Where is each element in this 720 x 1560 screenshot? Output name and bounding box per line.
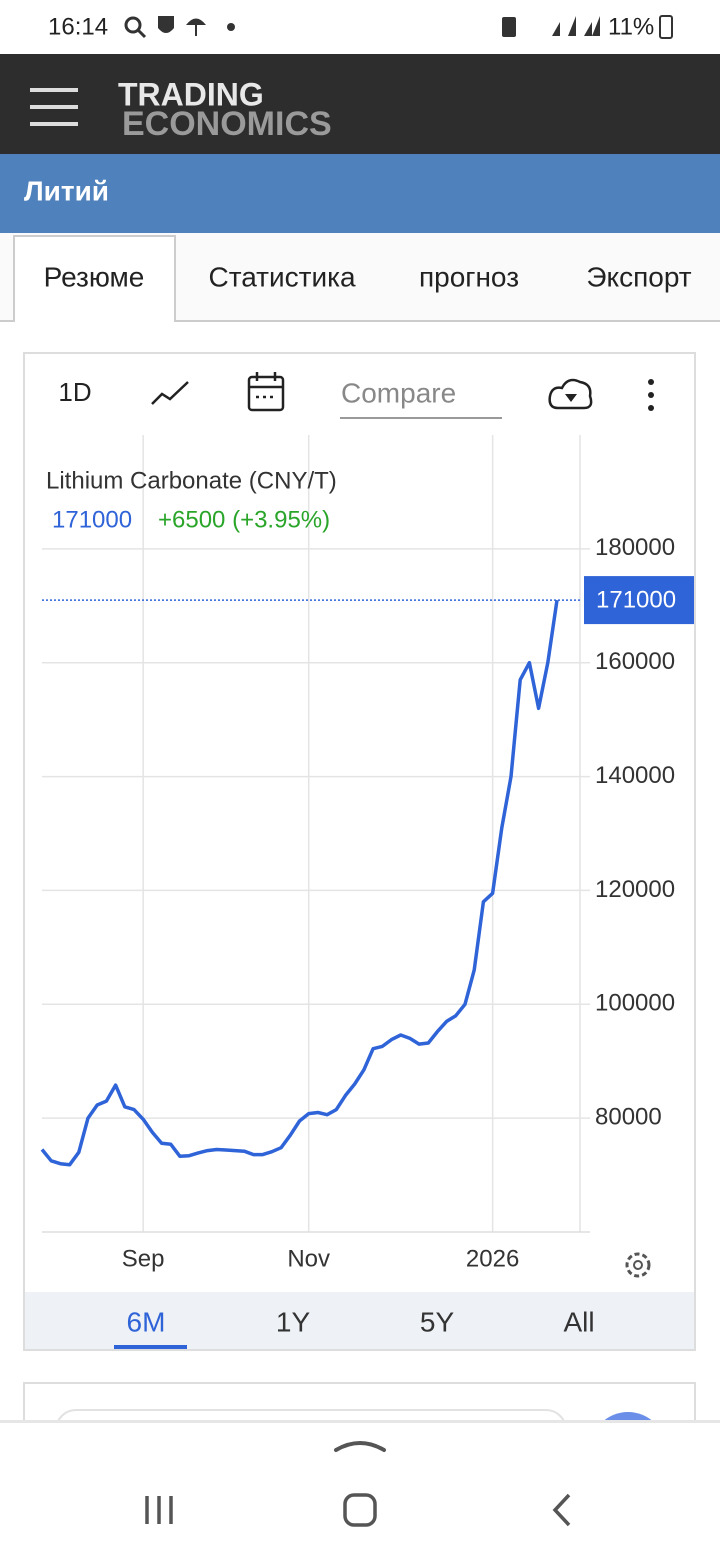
y-tick-label: 120000: [595, 876, 675, 903]
interval-button[interactable]: 1D: [58, 377, 91, 407]
last-price-tag: [584, 576, 694, 625]
last-price-label: 171000: [596, 586, 676, 613]
x-tick-label: 2026: [466, 1245, 519, 1272]
recent-apps-button[interactable]: [145, 1496, 173, 1524]
range-bar: [25, 1292, 694, 1349]
price-line: [40, 599, 559, 1167]
nav-shadow: [0, 1420, 720, 1424]
status-icons: [124, 15, 673, 39]
title-bar: [0, 154, 720, 233]
last-price: 171000: [52, 506, 132, 533]
compare-input[interactable]: Compare: [341, 377, 456, 408]
range-button[interactable]: All: [563, 1306, 594, 1337]
range-button[interactable]: 1Y: [276, 1306, 311, 1337]
plot-area: Sep Nov 2026 80000 100000 120000 140000 160000 1…: [40, 435, 694, 1272]
x-tick-label: Sep: [122, 1245, 165, 1272]
price-change: +6500 (+3.95%): [158, 506, 330, 533]
clock: 16:14: [48, 13, 108, 40]
tab[interactable]: Статистика: [208, 261, 355, 292]
nav-bar: [0, 1423, 720, 1560]
chart-title: Lithium Carbonate (CNY/T): [46, 467, 337, 494]
app-header: [0, 54, 720, 154]
chart-card: [23, 352, 696, 1351]
menu-button[interactable]: [30, 88, 78, 126]
calendar-button[interactable]: [247, 372, 285, 412]
settings-button[interactable]: [625, 1252, 651, 1278]
range-selected-indicator: [114, 1345, 187, 1349]
range-buttons: 6M 1Y 5Y All: [114, 1306, 595, 1349]
x-tick-label: Nov: [287, 1245, 330, 1272]
expand-handle[interactable]: [334, 1441, 386, 1452]
y-tick-label: 160000: [595, 648, 675, 675]
active-tab: [13, 235, 176, 322]
page-title: Литий: [24, 175, 109, 206]
range-button[interactable]: 6M: [127, 1306, 166, 1337]
logo[interactable]: ECONOMICS: [122, 105, 332, 143]
tab[interactable]: Резюме: [44, 261, 145, 292]
back-button[interactable]: [552, 1493, 571, 1527]
range-button[interactable]: 5Y: [420, 1306, 455, 1337]
tab[interactable]: Экспорт: [586, 261, 691, 292]
home-button[interactable]: [343, 1493, 377, 1527]
tab[interactable]: прогноз: [419, 261, 519, 292]
y-tick-label: 140000: [595, 762, 675, 789]
y-tick-label: 180000: [595, 534, 675, 561]
y-tick-label: 80000: [595, 1103, 662, 1130]
logo[interactable]: TRADING: [118, 76, 264, 112]
chart-type-button[interactable]: [151, 381, 189, 405]
download-button[interactable]: [548, 378, 593, 410]
y-tick-label: 100000: [595, 990, 675, 1017]
battery-level: 11%: [608, 13, 654, 40]
more-button[interactable]: [648, 379, 654, 411]
